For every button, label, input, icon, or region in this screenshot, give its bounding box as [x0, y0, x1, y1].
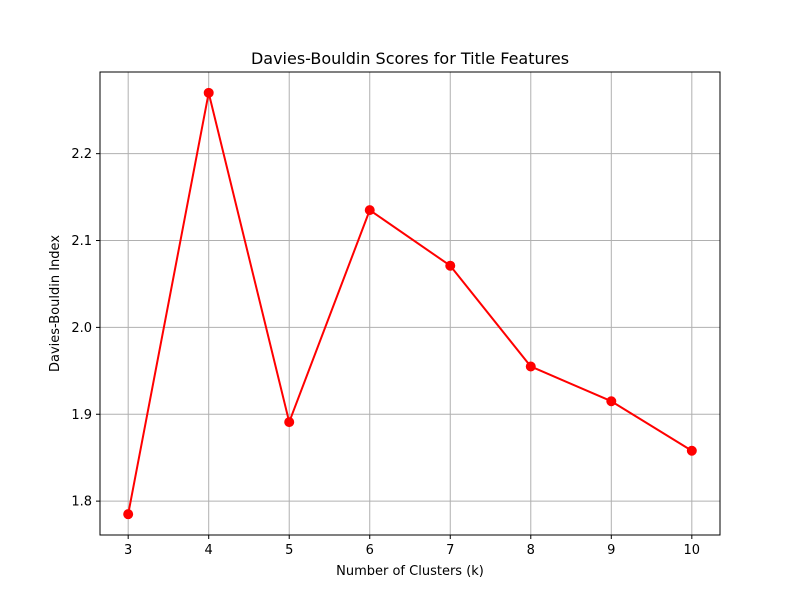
y-tick-label: 1.9 — [71, 408, 92, 423]
axis-ticks: 3 4 5 6 7 8 9 10 1.8 1.9 2.0 2.1 2.2 — [71, 147, 700, 558]
x-tick-label: 9 — [607, 543, 615, 558]
data-point — [284, 417, 295, 428]
data-point — [123, 509, 134, 520]
y-tick-label: 2.0 — [71, 321, 92, 336]
y-tick-label: 1.8 — [71, 495, 92, 510]
series-line — [127, 91, 693, 515]
data-point — [525, 361, 536, 372]
data-point — [203, 87, 214, 98]
y-axis-label: Davies-Bouldin Index — [48, 235, 63, 372]
chart-title: Davies-Bouldin Scores for Title Features — [251, 49, 569, 68]
data-point — [686, 445, 697, 456]
grid-lines — [100, 72, 720, 535]
y-tick-label: 2.1 — [71, 234, 92, 249]
x-tick-label: 6 — [366, 543, 374, 558]
data-point — [364, 205, 375, 216]
y-tick-label: 2.2 — [71, 147, 92, 162]
x-tick-label: 7 — [446, 543, 454, 558]
plot-area — [99, 71, 721, 536]
x-tick-label: 5 — [285, 543, 293, 558]
x-axis-label: Number of Clusters (k) — [336, 564, 484, 579]
data-series — [123, 87, 697, 520]
x-tick-label: 3 — [124, 543, 132, 558]
x-tick-label: 8 — [527, 543, 535, 558]
data-point — [606, 396, 617, 407]
data-point — [445, 260, 456, 271]
x-tick-label: 4 — [205, 543, 213, 558]
x-tick-label: 10 — [684, 543, 701, 558]
